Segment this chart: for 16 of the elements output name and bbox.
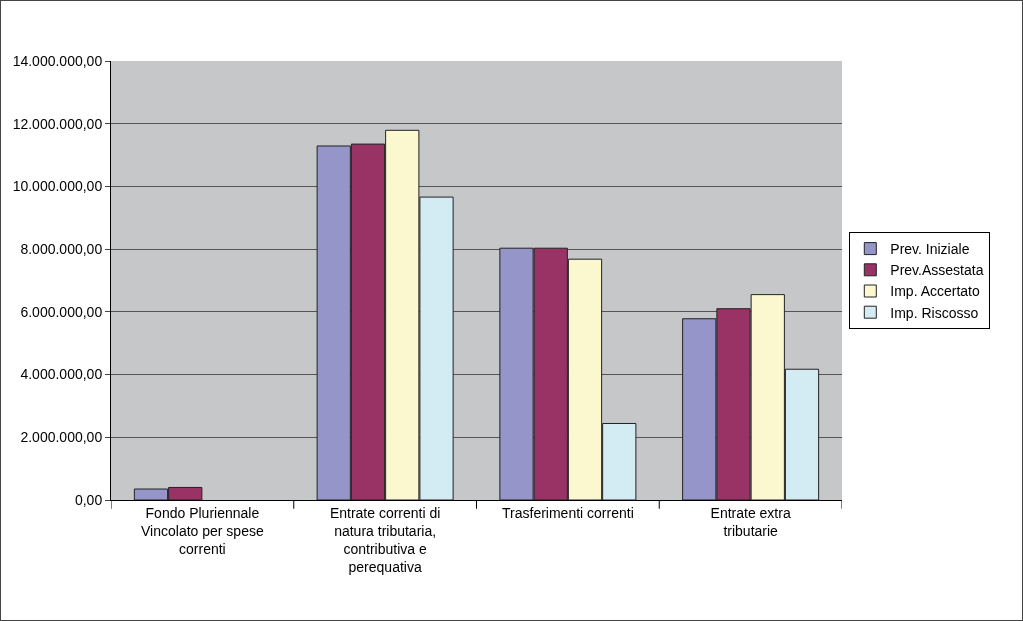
y-tick-label: 2.000.000,00 [20, 429, 103, 446]
legend-label: Prev. Iniziale [890, 241, 970, 258]
legend-label: Imp. Riscosso [890, 304, 979, 321]
y-tick-label: 4.000.000,00 [20, 366, 103, 383]
x-tick-label: Entrate correnti di natura tributaria, contributiva e perequativa [329, 504, 441, 576]
legend-label: Imp. Accertato [890, 283, 981, 300]
y-tick-label: 10.000.000,00 [12, 178, 103, 195]
x-tick-label: Trasferimenti correnti [502, 504, 634, 521]
legend-label: Prev.Assestata [890, 262, 984, 279]
y-tick-label: 12.000.000,00 [12, 115, 103, 132]
y-tick-label: 14.000.000,00 [12, 52, 103, 69]
x-tick-label: Entrate extra tributarie [710, 504, 791, 539]
y-tick-label: 8.000.000,00 [20, 241, 103, 258]
y-tick-label: 0,00 [74, 491, 103, 508]
y-tick-label: 6.000.000,00 [20, 303, 103, 320]
x-tick-label: Fondo Pluriennale Vincolato per spese correnti [141, 504, 264, 558]
